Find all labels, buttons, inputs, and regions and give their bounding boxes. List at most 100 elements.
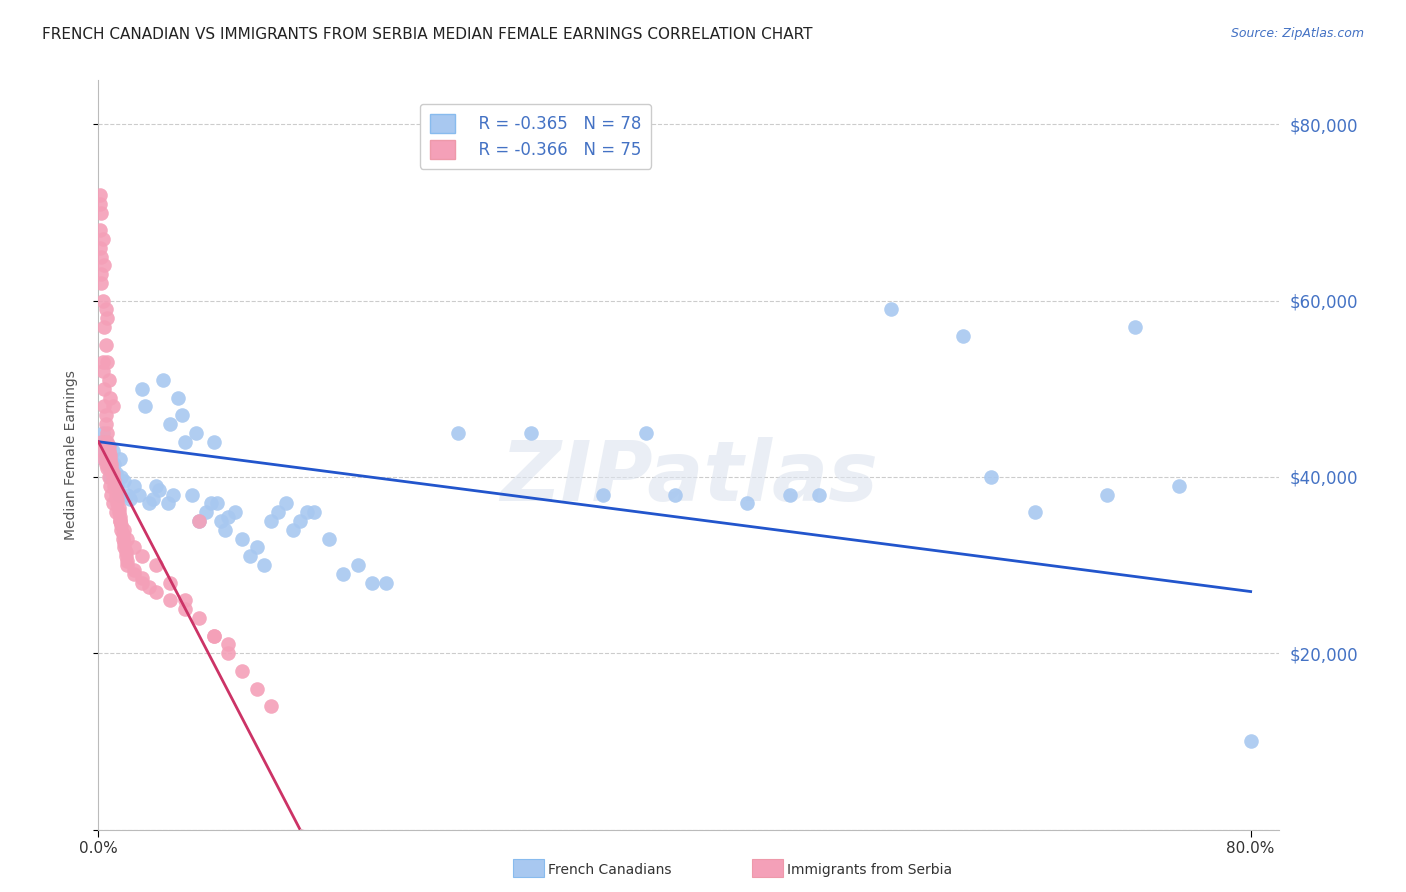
Point <box>91 425 114 440</box>
Point <box>101 470 124 484</box>
Point <box>114 545 136 559</box>
Y-axis label: Median Female Earnings: Median Female Earnings <box>63 370 77 540</box>
Point <box>131 382 153 396</box>
Point <box>664 487 686 501</box>
Point <box>288 514 311 528</box>
Point <box>120 491 142 506</box>
Point <box>634 425 657 440</box>
Point <box>173 593 195 607</box>
Text: French Canadians: French Canadians <box>548 863 672 877</box>
Point <box>202 434 225 449</box>
Point <box>96 355 118 369</box>
Point <box>592 487 614 501</box>
Point <box>170 409 193 423</box>
Point <box>101 466 124 480</box>
Point <box>91 364 114 378</box>
Point <box>100 452 122 467</box>
Point <box>231 664 253 678</box>
Point <box>281 523 304 537</box>
Point <box>101 400 124 414</box>
Point <box>90 205 112 219</box>
Point <box>104 505 127 519</box>
Point <box>108 514 131 528</box>
Point <box>145 479 167 493</box>
Text: ZIPatlas: ZIPatlas <box>501 437 877 518</box>
Point <box>181 487 204 501</box>
Point <box>142 491 165 506</box>
Point <box>224 505 246 519</box>
Point <box>188 611 211 625</box>
Point <box>519 425 541 440</box>
Point <box>105 496 128 510</box>
Point <box>115 554 138 568</box>
Point <box>145 558 167 573</box>
Point <box>1167 479 1189 493</box>
Point <box>159 575 181 590</box>
Point <box>304 505 326 519</box>
Point <box>93 452 115 467</box>
Point <box>97 443 120 458</box>
Point <box>98 479 121 493</box>
Point <box>98 452 121 467</box>
Point <box>879 302 901 317</box>
Point <box>94 434 117 449</box>
Point <box>159 417 181 431</box>
Point <box>89 223 111 237</box>
Point <box>186 425 208 440</box>
Point <box>93 259 115 273</box>
Point <box>267 505 290 519</box>
Point <box>107 505 129 519</box>
Point <box>1024 505 1046 519</box>
Point <box>138 580 160 594</box>
Point <box>274 496 297 510</box>
Point <box>110 523 132 537</box>
Point <box>112 536 135 550</box>
Text: Immigrants from Serbia: Immigrants from Serbia <box>787 863 952 877</box>
Point <box>91 355 114 369</box>
Point <box>89 187 111 202</box>
Point <box>103 479 125 493</box>
Point <box>239 549 262 564</box>
Point <box>115 558 138 573</box>
Point <box>205 496 228 510</box>
Point <box>447 425 470 440</box>
Point <box>112 523 135 537</box>
Point <box>98 470 121 484</box>
Point <box>145 584 167 599</box>
Text: FRENCH CANADIAN VS IMMIGRANTS FROM SERBIA MEDIAN FEMALE EARNINGS CORRELATION CHA: FRENCH CANADIAN VS IMMIGRANTS FROM SERBI… <box>42 27 813 42</box>
Point <box>779 487 801 501</box>
Point <box>91 293 114 308</box>
Point <box>104 466 127 480</box>
Point <box>159 593 181 607</box>
Point <box>112 541 135 555</box>
Point <box>162 487 184 501</box>
Point <box>105 491 128 506</box>
Point <box>107 487 129 501</box>
Point <box>807 487 830 501</box>
Point <box>735 496 758 510</box>
Point <box>103 457 125 471</box>
Point <box>100 487 122 501</box>
Point <box>112 475 135 489</box>
Point <box>131 575 153 590</box>
Point <box>156 496 179 510</box>
Text: Source: ZipAtlas.com: Source: ZipAtlas.com <box>1230 27 1364 40</box>
Point <box>98 448 121 462</box>
Point <box>94 337 117 351</box>
Point <box>195 505 218 519</box>
Point <box>214 523 236 537</box>
Point <box>90 434 112 449</box>
Point <box>202 629 225 643</box>
Point <box>101 496 124 510</box>
Point <box>98 391 121 405</box>
Point <box>108 452 131 467</box>
Point <box>200 496 222 510</box>
Point <box>115 487 138 501</box>
Point <box>94 409 117 423</box>
Point <box>108 509 131 524</box>
Point <box>108 514 131 528</box>
Point <box>318 532 340 546</box>
Point <box>246 681 269 696</box>
Point <box>124 566 146 581</box>
Point <box>97 470 120 484</box>
